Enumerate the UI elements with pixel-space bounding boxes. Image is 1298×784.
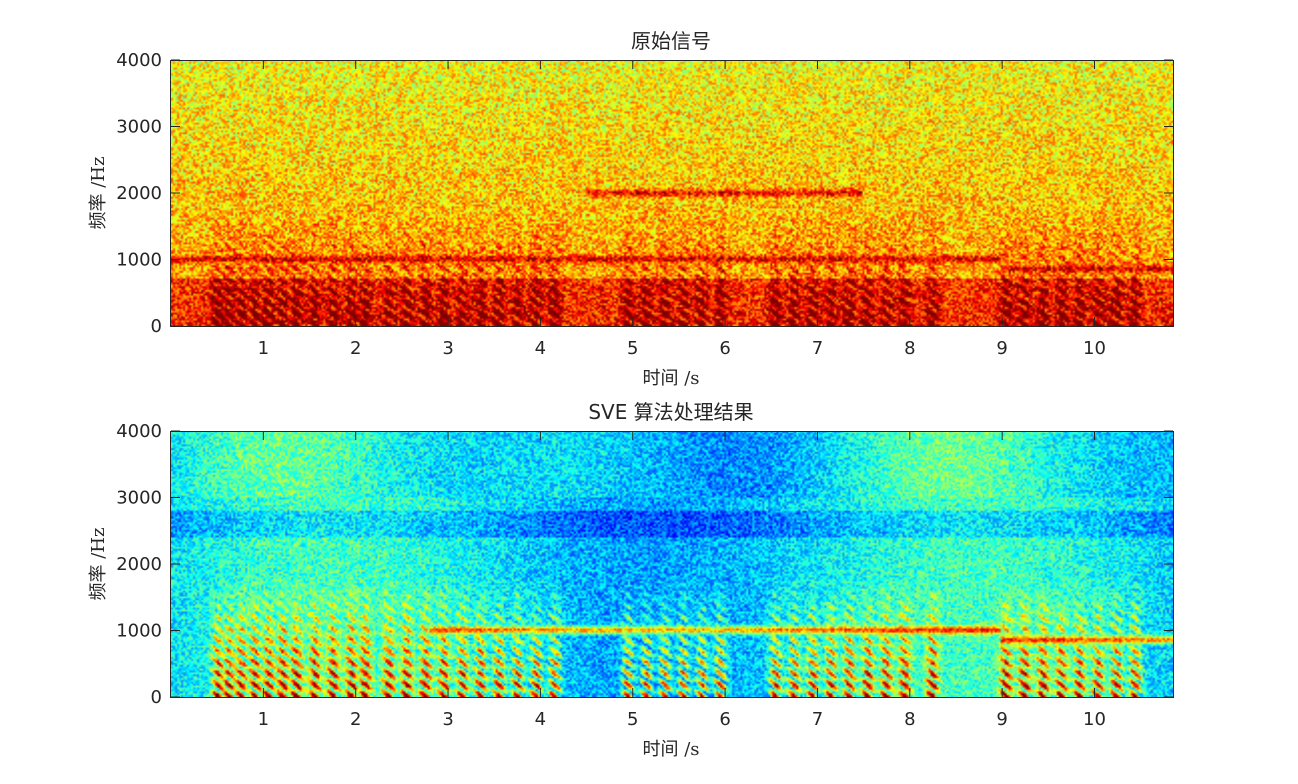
ytick-label: 0 bbox=[151, 687, 162, 708]
xtick-label: 10 bbox=[1083, 709, 1106, 730]
xtick-label: 1 bbox=[258, 338, 269, 359]
ytick-label: 2000 bbox=[116, 554, 162, 575]
plot-title-sve: SVE 算法处理结果 bbox=[588, 400, 753, 424]
xtick-label: 6 bbox=[719, 709, 730, 730]
xtick-label: 2 bbox=[350, 338, 361, 359]
ticks-sve: 1 2 3 4 5 6 7 8 9 10 0 1000 2000 3000 4000 bbox=[116, 421, 1173, 730]
subplot-sve: SVE 算法处理结果 1 2 3 4 5 6 7 8 9 1001000200030004000 … bbox=[88, 400, 1174, 760]
xtick-label: 6 bbox=[719, 338, 730, 359]
spectrogram-sve bbox=[171, 431, 1173, 697]
ticks-original: 1 2 3 4 5 6 7 8 9 10 0 1000 2000 3000 4000 bbox=[116, 50, 1173, 359]
axes-box-sve bbox=[170, 431, 1174, 698]
xtick-label: 5 bbox=[627, 338, 638, 359]
xtick-label: 4 bbox=[535, 338, 546, 359]
xtick-label: 7 bbox=[812, 709, 823, 730]
xtick-label: 8 bbox=[904, 709, 915, 730]
xtick-label: 10 bbox=[1083, 338, 1106, 359]
xtick-label: 1 bbox=[258, 709, 269, 730]
xtick-label: 9 bbox=[996, 338, 1007, 359]
xtick-label: 8 bbox=[904, 338, 915, 359]
axes-box-original bbox=[170, 60, 1174, 327]
ytick-label: 3000 bbox=[116, 488, 162, 509]
ytick-label: 1000 bbox=[116, 250, 162, 271]
plot-title-original: 原始信号 bbox=[631, 29, 711, 53]
xlabel-original: 时间 /s bbox=[642, 368, 699, 389]
spectrogram-original bbox=[171, 60, 1173, 326]
ylabel-original: 频率 /Hz bbox=[88, 157, 109, 230]
xtick-label: 5 bbox=[627, 709, 638, 730]
xlabel-sve: 时间 /s bbox=[642, 739, 699, 760]
xtick-label: 9 bbox=[996, 709, 1007, 730]
xtick-label: 7 bbox=[812, 338, 823, 359]
ylabel-sve: 频率 /Hz bbox=[88, 528, 109, 601]
ytick-label: 2000 bbox=[116, 183, 162, 204]
xtick-label: 3 bbox=[442, 709, 453, 730]
ytick-label: 1000 bbox=[116, 621, 162, 642]
ytick-label: 4000 bbox=[116, 421, 162, 442]
xtick-label: 2 bbox=[350, 709, 361, 730]
ytick-label: 3000 bbox=[116, 117, 162, 138]
ytick-label: 4000 bbox=[116, 50, 162, 71]
xtick-label: 3 bbox=[442, 338, 453, 359]
ytick-label: 0 bbox=[151, 316, 162, 337]
xtick-label: 4 bbox=[535, 709, 546, 730]
